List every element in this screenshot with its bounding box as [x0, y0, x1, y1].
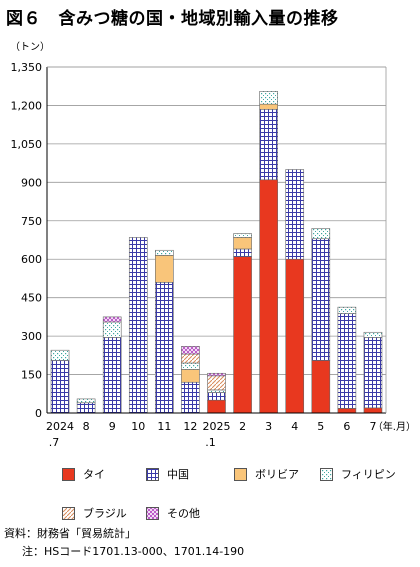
legend-swatch-other: [146, 506, 159, 520]
legend-label-brazil: ブラジル: [83, 507, 127, 520]
bar-segment-2: [285, 169, 305, 260]
x-tick-label: 8: [83, 420, 90, 433]
source-notes: 資料：財務省「貿易統計」 注：HSコード1701.13-000、1701.14-…: [4, 525, 244, 561]
bar-segment-4: [363, 331, 383, 338]
y-tick-label: 300: [21, 330, 42, 343]
y-tick-label: 1,200: [11, 99, 43, 112]
bar-segment-1: [363, 407, 383, 414]
source-note: 資料：財務省「貿易統計」: [4, 527, 136, 540]
x-tick-label: 5: [317, 420, 324, 433]
legend-philippines: フィリピン: [320, 466, 396, 482]
x-tick-sublabel: .7: [49, 436, 60, 449]
bar-segment-1: [337, 408, 357, 414]
bar-segment-4: [337, 306, 357, 314]
x-tick-label: 4: [291, 420, 298, 433]
legend-swatch-china: [146, 467, 159, 481]
legend-swatch-brazil: [62, 506, 75, 520]
bar-segment-2: [337, 313, 357, 409]
bar-segment-5: [181, 353, 200, 364]
y-tick-label: 150: [21, 369, 42, 382]
bar-segment-4: [102, 321, 122, 338]
bar-segment-2: [311, 238, 331, 361]
y-tick-label: 450: [21, 292, 42, 305]
bar-segment-6: [102, 316, 122, 323]
bar-segment-1: [259, 179, 278, 414]
legend-swatch-philippines: [320, 467, 333, 481]
chart-title: 図６ 含みつ糖の国・地域別輸入量の推移: [6, 9, 339, 29]
y-tick-label: 900: [21, 176, 42, 189]
bar-segment-2: [50, 360, 70, 414]
bar-segment-4: [76, 398, 96, 404]
bar-segment-4: [155, 249, 174, 256]
bar-segment-3: [155, 255, 174, 283]
y-tick-label: 0: [35, 407, 42, 420]
y-tick-label: 1,050: [11, 138, 43, 151]
y-tick-label: 750: [21, 215, 42, 228]
x-tick-label: 2024: [46, 420, 74, 433]
legend-swatch-bolivia: [234, 467, 247, 481]
bar-segment-2: [155, 281, 174, 414]
legend-label-bolivia: ボリビア: [255, 468, 299, 481]
legend-brazil: ブラジル: [62, 505, 127, 521]
bar-segment-2: [102, 337, 122, 414]
bar-segment-6: [207, 372, 226, 377]
bar-segment-2: [207, 392, 226, 401]
bar-segment-1: [233, 256, 252, 414]
bar-segment-2: [233, 248, 252, 257]
y-tick-label: 1,350: [11, 61, 43, 74]
bar-segment-2: [76, 402, 96, 414]
bar-segment-2: [363, 337, 383, 409]
x-tick-label: 10: [131, 420, 145, 433]
legend-bolivia: ボリビア: [234, 466, 299, 482]
x-tick-label: 11: [157, 420, 171, 433]
legend-other: その他: [146, 505, 200, 521]
x-tick-label: 6: [343, 420, 350, 433]
bar-segment-2: [259, 108, 278, 181]
x-tick-label: 2025: [203, 420, 231, 433]
x-tick-label: 12: [183, 420, 197, 433]
bar-segment-3: [233, 237, 252, 250]
bar-segment-4: [207, 389, 226, 393]
legend-thai: タイ: [62, 466, 105, 482]
legend-label-china: 中国: [167, 468, 189, 481]
bar-segment-4: [259, 91, 278, 105]
bar-segment-3: [181, 369, 200, 383]
x-tick-label: 3: [265, 420, 272, 433]
x-tick-label: 9: [109, 420, 116, 433]
bar-segment-4: [181, 362, 200, 370]
bar-segment-2: [128, 237, 148, 414]
x-tick-sublabel: .1: [205, 436, 216, 449]
bar-segment-4: [50, 349, 70, 361]
bar-segment-3: [259, 103, 278, 110]
x-axis-unit: （年.月）: [373, 420, 416, 433]
x-tick-label: 2: [239, 420, 246, 433]
bar-segment-5: [207, 375, 226, 391]
bar-segment-4: [311, 228, 331, 240]
bar-segment-1: [285, 258, 305, 414]
y-axis-unit: （トン）: [10, 42, 50, 53]
x-tick-label: 7: [369, 420, 376, 433]
bar-segment-6: [181, 346, 200, 355]
legend-swatch-thai: [62, 467, 75, 481]
bar-segment-1: [311, 360, 331, 414]
bar-segment-1: [207, 399, 226, 414]
legend-label-philippines: フィリピン: [341, 468, 396, 481]
y-tick-label: 600: [21, 253, 42, 266]
hs-code-note: 注：HSコード1701.13-000、1701.14-190: [22, 545, 245, 558]
bar-segment-4: [233, 233, 252, 238]
legend-label-other: その他: [167, 507, 200, 520]
bar-segment-2: [181, 381, 200, 414]
legend-label-thai: タイ: [83, 468, 105, 481]
legend-china: 中国: [146, 466, 189, 482]
